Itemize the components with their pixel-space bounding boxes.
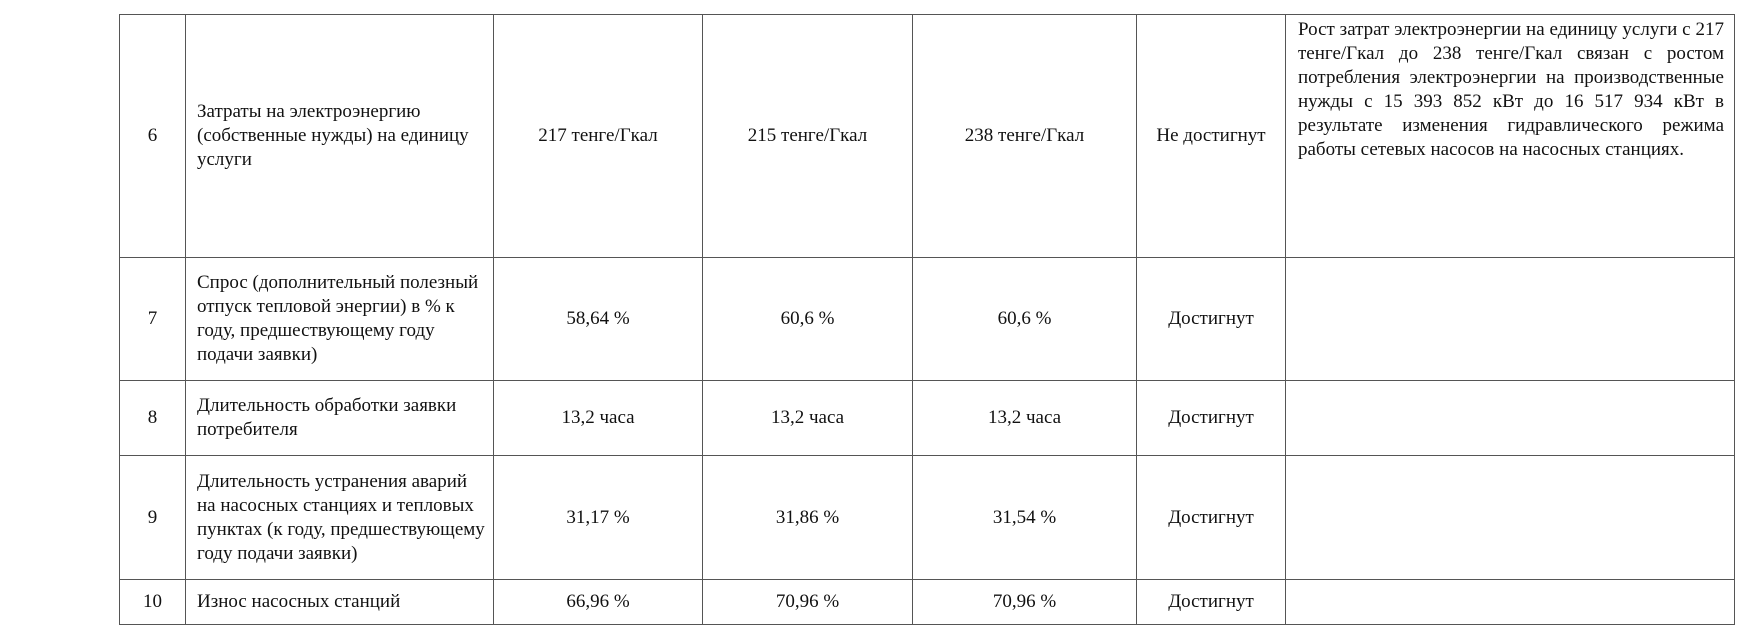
cell-actual: 70,96 %	[912, 579, 1137, 625]
table-row: 9 Длительность устранения аварий на насос…	[119, 455, 1735, 580]
cell-plan: 58,64 %	[493, 257, 703, 381]
cell-status: Достигнут	[1136, 455, 1286, 580]
cell-previous: 31,86 %	[702, 455, 913, 580]
cell-plan: 31,17 %	[493, 455, 703, 580]
table-body: 6 Затраты на электроэнергию (собственные …	[119, 14, 1735, 625]
indicator-table: 6 Затраты на электроэнергию (собственные …	[119, 14, 1735, 625]
table-row: 7 Спрос (дополнительный полезный отпуск т…	[119, 257, 1735, 381]
cell-number: 7	[119, 257, 186, 381]
cell-plan: 66,96 %	[493, 579, 703, 625]
cell-number: 9	[119, 455, 186, 580]
table-row: 8 Длительность обработки заявки потребите…	[119, 380, 1735, 456]
cell-number: 8	[119, 380, 186, 456]
cell-status: Достигнут	[1136, 257, 1286, 381]
cell-comment: Рост затрат электроэнергии на единицу ус…	[1285, 14, 1735, 258]
cell-comment	[1285, 380, 1735, 456]
cell-plan: 13,2 часа	[493, 380, 703, 456]
cell-indicator: Износ насосных станций	[185, 579, 494, 625]
cell-actual: 60,6 %	[912, 257, 1137, 381]
cell-number: 6	[119, 14, 186, 258]
table-row: 6 Затраты на электроэнергию (собственные …	[119, 14, 1735, 258]
cell-actual: 238 тенге/Гкал	[912, 14, 1137, 258]
cell-indicator: Спрос (дополнительный полезный отпуск те…	[185, 257, 494, 381]
cell-indicator: Длительность обработки заявки потребител…	[185, 380, 494, 456]
cell-comment	[1285, 257, 1735, 381]
cell-previous: 215 тенге/Гкал	[702, 14, 913, 258]
cell-previous: 60,6 %	[702, 257, 913, 381]
cell-status: Достигнут	[1136, 380, 1286, 456]
table-row: 10 Износ насосных станций 66,96 % 70,96 % 70…	[119, 579, 1735, 625]
cell-comment	[1285, 455, 1735, 580]
cell-status: Не достигнут	[1136, 14, 1286, 258]
cell-actual: 13,2 часа	[912, 380, 1137, 456]
cell-plan: 217 тенге/Гкал	[493, 14, 703, 258]
cell-previous: 13,2 часа	[702, 380, 913, 456]
cell-indicator: Затраты на электроэнергию (собственные н…	[185, 14, 494, 258]
cell-actual: 31,54 %	[912, 455, 1137, 580]
cell-previous: 70,96 %	[702, 579, 913, 625]
cell-comment	[1285, 579, 1735, 625]
cell-status: Достигнут	[1136, 579, 1286, 625]
cell-number: 10	[119, 579, 186, 625]
cell-indicator: Длительность устранения аварий на насосн…	[185, 455, 494, 580]
